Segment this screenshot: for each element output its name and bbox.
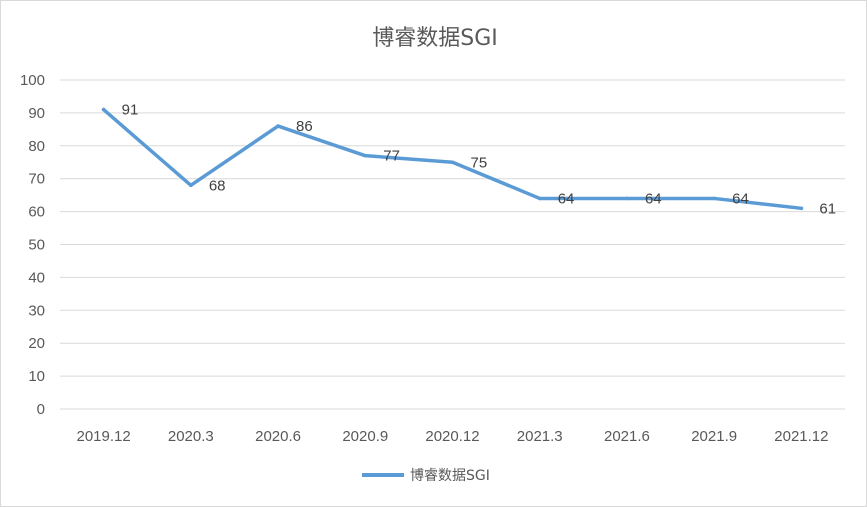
x-tick-label: 2020.6 xyxy=(255,428,301,445)
data-label: 64 xyxy=(645,190,662,207)
data-label: 75 xyxy=(471,154,488,171)
y-tick-label: 80 xyxy=(28,138,45,155)
legend: 博睿数据SGI xyxy=(362,467,490,484)
data-point xyxy=(363,153,368,158)
x-tick-label: 2021.9 xyxy=(691,428,737,445)
y-tick-label: 70 xyxy=(28,171,45,188)
x-tick-label: 2020.9 xyxy=(342,428,388,445)
y-tick-label: 90 xyxy=(28,105,45,122)
data-label: 77 xyxy=(383,148,400,165)
x-tick-label: 2021.6 xyxy=(604,428,650,445)
data-label: 91 xyxy=(122,102,139,119)
data-label: 86 xyxy=(296,118,313,135)
data-point xyxy=(276,124,280,128)
y-tick-label: 10 xyxy=(28,368,45,385)
y-tick-label: 0 xyxy=(37,401,45,418)
x-tick-label: 2021.12 xyxy=(774,428,828,445)
y-tick-label: 60 xyxy=(28,204,45,221)
y-tick-label: 20 xyxy=(28,335,45,352)
chart-title: 博睿数据SGI xyxy=(372,26,498,51)
x-tick-label: 2020.3 xyxy=(168,428,214,445)
legend-label: 博睿数据SGI xyxy=(410,467,490,484)
data-labels: 91 68 86 77 75 64 64 64 61 xyxy=(122,102,836,218)
x-tick-label: 2019.12 xyxy=(76,428,130,445)
y-axis-ticks: 0 10 20 30 40 50 60 70 80 90 100 xyxy=(20,72,45,418)
y-tick-label: 50 xyxy=(28,237,45,254)
y-tick-label: 40 xyxy=(28,269,45,286)
data-point xyxy=(450,160,455,165)
data-point xyxy=(799,206,804,211)
y-tick-label: 100 xyxy=(20,72,45,89)
series-group xyxy=(101,107,804,211)
x-axis-ticks: 2019.12 2020.3 2020.6 2020.9 2020.12 2021.3 20… xyxy=(76,428,828,445)
data-label: 61 xyxy=(819,200,836,217)
x-tick-label: 2020.12 xyxy=(425,428,479,445)
data-point xyxy=(537,196,542,201)
data-label: 68 xyxy=(209,177,226,194)
data-point xyxy=(101,107,106,112)
x-tick-label: 2021.3 xyxy=(517,428,563,445)
data-label: 64 xyxy=(732,190,749,207)
data-point xyxy=(625,196,629,201)
data-point xyxy=(189,183,193,188)
y-tick-label: 30 xyxy=(28,302,45,319)
data-label: 64 xyxy=(558,190,575,207)
data-point xyxy=(712,196,716,201)
gridlines xyxy=(60,79,845,410)
